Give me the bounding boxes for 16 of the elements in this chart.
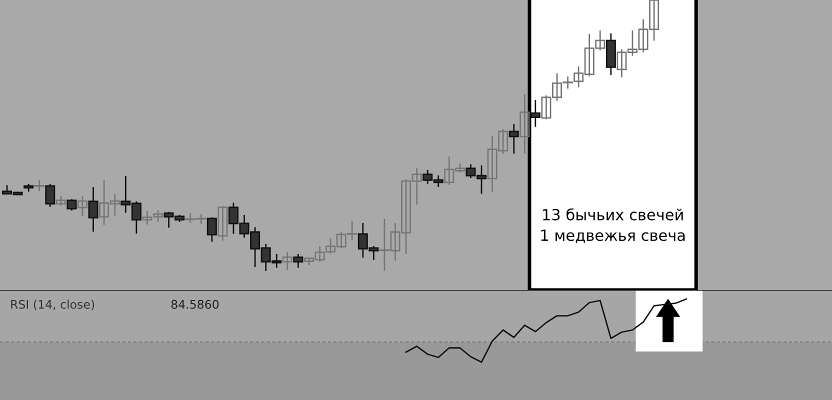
annotation: 13 бычьих свечей 1 медвежья свеча: [541, 208, 685, 243]
candlestick: [34, 179, 45, 192]
candlestick: [293, 253, 304, 268]
candlestick: [45, 183, 56, 208]
candlestick: [508, 123, 519, 154]
candlestick: [77, 195, 88, 217]
candlestick: [88, 186, 98, 232]
candlestick: [218, 205, 228, 242]
candlestick: [206, 216, 217, 242]
candlestick: [282, 251, 292, 271]
candlestick: [530, 99, 540, 128]
chart-title: RSI (14, close): [11, 300, 94, 310]
candlestick: [66, 198, 77, 212]
candlestick: [520, 93, 530, 154]
candlestick: [56, 195, 66, 206]
annotation: 84.5860: [171, 300, 219, 309]
